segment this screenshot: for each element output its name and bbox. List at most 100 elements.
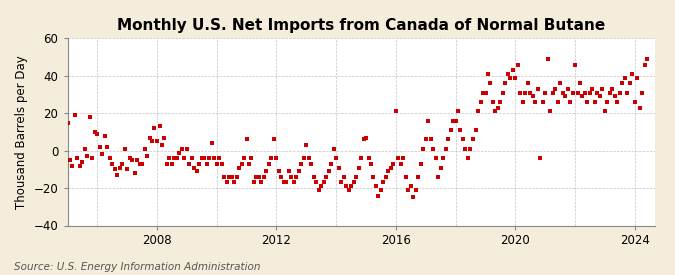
Point	[396, 162, 406, 166]
Point	[589, 100, 600, 104]
Point	[104, 156, 115, 160]
Point	[353, 165, 364, 170]
Point	[291, 175, 302, 179]
Point	[251, 175, 262, 179]
Point	[421, 137, 431, 142]
Point	[624, 81, 635, 86]
Point	[487, 100, 498, 104]
Point	[159, 135, 170, 140]
Point	[400, 175, 411, 179]
Point	[453, 109, 464, 114]
Point	[378, 180, 389, 185]
Point	[356, 156, 367, 160]
Point	[433, 175, 443, 179]
Point	[271, 156, 282, 160]
Point	[259, 175, 269, 179]
Point	[540, 90, 551, 95]
Point	[261, 169, 272, 174]
Point	[423, 119, 434, 123]
Point	[515, 90, 526, 95]
Point	[617, 81, 628, 86]
Point	[241, 137, 252, 142]
Point	[385, 165, 396, 170]
Point	[177, 147, 188, 151]
Point	[139, 147, 150, 151]
Point	[604, 90, 615, 95]
Point	[328, 147, 339, 151]
Point	[365, 162, 376, 166]
Point	[109, 167, 120, 172]
Point	[512, 62, 523, 67]
Point	[254, 175, 265, 179]
Point	[597, 87, 608, 91]
Point	[294, 169, 304, 174]
Point	[84, 115, 95, 119]
Point	[92, 132, 103, 136]
Point	[306, 162, 317, 166]
Point	[406, 184, 416, 188]
Point	[478, 90, 489, 95]
Point	[269, 137, 279, 142]
Point	[592, 90, 603, 95]
Point	[443, 137, 454, 142]
Point	[319, 180, 329, 185]
Point	[533, 87, 543, 91]
Point	[639, 62, 650, 67]
Point	[634, 106, 645, 110]
Point	[527, 94, 538, 99]
Point	[565, 100, 576, 104]
Point	[279, 180, 290, 185]
Point	[475, 100, 486, 104]
Point	[460, 147, 471, 151]
Point	[580, 90, 591, 95]
Point	[375, 188, 386, 192]
Point	[629, 100, 640, 104]
Point	[119, 147, 130, 151]
Point	[348, 180, 359, 185]
Point	[239, 156, 250, 160]
Point	[82, 154, 92, 158]
Point	[552, 100, 563, 104]
Point	[562, 87, 573, 91]
Point	[612, 100, 623, 104]
Point	[129, 171, 140, 175]
Point	[179, 156, 190, 160]
Point	[72, 156, 83, 160]
Point	[627, 72, 638, 76]
Point	[415, 162, 426, 166]
Point	[89, 130, 100, 134]
Point	[497, 90, 508, 95]
Point	[620, 76, 630, 80]
Point	[518, 100, 529, 104]
Point	[211, 162, 222, 166]
Point	[263, 162, 274, 166]
Point	[214, 156, 225, 160]
Point	[80, 147, 90, 151]
Point	[189, 165, 200, 170]
Point	[413, 175, 424, 179]
Point	[383, 169, 394, 174]
Point	[310, 180, 321, 185]
Point	[587, 87, 598, 91]
Point	[599, 109, 610, 114]
Point	[485, 81, 495, 86]
Point	[132, 158, 142, 162]
Point	[102, 145, 113, 149]
Point	[107, 162, 117, 166]
Point	[468, 137, 479, 142]
Point	[273, 169, 284, 174]
Point	[296, 162, 307, 166]
Point	[146, 139, 157, 144]
Point	[169, 156, 180, 160]
Point	[286, 175, 297, 179]
Point	[199, 156, 210, 160]
Point	[316, 184, 327, 188]
Point	[122, 167, 132, 172]
Point	[236, 162, 247, 166]
Point	[535, 156, 545, 160]
Point	[117, 162, 128, 166]
Point	[351, 175, 362, 179]
Point	[97, 152, 107, 157]
Point	[557, 90, 568, 95]
Point	[560, 94, 570, 99]
